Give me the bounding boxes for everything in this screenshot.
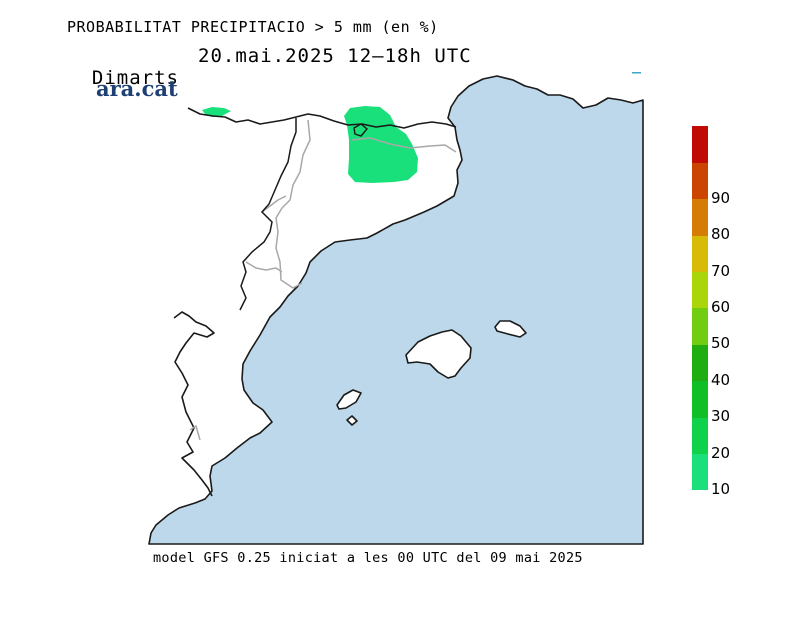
model-info: model GFS 0.25 iniciat a les 00 UTC del … <box>153 550 583 566</box>
legend-label-30: 30 <box>711 407 731 426</box>
legend-color-3 <box>692 344 708 382</box>
mallorca <box>405 329 472 379</box>
legend-label-80: 80 <box>711 225 731 244</box>
legend-label-50: 50 <box>711 334 731 353</box>
formentera <box>346 415 358 426</box>
forecast-period: Dimarts 20.mai.2025 12–18h UTC <box>67 45 471 111</box>
menorca <box>494 320 527 338</box>
legend-label-90: 90 <box>711 188 731 207</box>
forecast-date: 20.mai.2025 12–18h UTC <box>198 45 472 67</box>
chart-title: PROBABILITAT PRECIPITACIO > 5 mm (en %) <box>67 18 439 36</box>
legend-color-7 <box>692 198 708 236</box>
legend-color-1 <box>692 417 708 455</box>
legend-color-5 <box>692 271 708 309</box>
map-corner-mark <box>632 72 641 74</box>
legend-label-70: 70 <box>711 261 731 280</box>
forecast-day: Dimarts <box>91 67 179 89</box>
legend-label-40: 40 <box>711 370 731 389</box>
legend-color-6 <box>692 235 708 273</box>
legend-color-0 <box>692 453 708 491</box>
aragon-edge <box>239 118 297 311</box>
west-edge-line <box>173 311 215 497</box>
northern-border <box>187 107 457 129</box>
legend-label-20: 20 <box>711 443 731 462</box>
legend-color-8 <box>692 162 708 200</box>
legend-color-4 <box>692 308 708 345</box>
legend-color-9 <box>692 126 708 163</box>
andorra-loop <box>353 123 368 137</box>
mediterranean-sea <box>148 75 644 545</box>
legend-label-60: 60 <box>711 298 731 316</box>
precip-area-pyrenees-west <box>202 107 231 117</box>
ara-cat-logo: ara.cat <box>96 76 178 101</box>
probability-legend: 10 20 30 40 50 60 70 80 90 <box>692 126 772 497</box>
ibiza <box>336 389 362 410</box>
legend-label-10: 10 <box>711 480 731 498</box>
legend-color-2 <box>692 380 708 418</box>
admin-borders <box>189 119 457 441</box>
